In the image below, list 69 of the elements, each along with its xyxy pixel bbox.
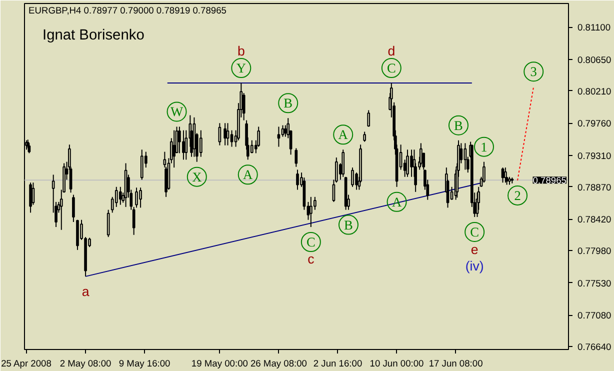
x-tick-label: 17 Jun 08:00 xyxy=(428,358,483,368)
annotation: 1 xyxy=(480,139,488,154)
candlestick xyxy=(250,140,254,154)
candlestick xyxy=(224,122,226,146)
annotation: C xyxy=(470,224,480,240)
candlestick xyxy=(314,196,316,210)
y-tick-label: 0.81100 xyxy=(578,22,611,33)
candlestick xyxy=(140,149,144,180)
ref-line-label: 0.78965 xyxy=(532,176,567,186)
candlestick xyxy=(172,130,176,168)
candlestick xyxy=(218,122,222,146)
annotation: W xyxy=(170,104,184,120)
x-tick-label: 19 May 00:00 xyxy=(191,358,248,368)
candlestick xyxy=(139,187,142,208)
candlestick xyxy=(114,186,118,208)
annotation: a xyxy=(82,284,90,299)
y-tick-label: 0.80210 xyxy=(578,86,612,96)
candlestick xyxy=(226,122,230,146)
candlestick xyxy=(310,196,312,228)
y-tick-label: 0.77080 xyxy=(578,310,612,321)
x-tick-label: 26 May 08:00 xyxy=(250,358,307,368)
y-tick-label: 0.78420 xyxy=(578,214,612,225)
candlestick xyxy=(351,167,354,188)
annotation: Ignat Borisenko xyxy=(42,28,144,44)
candlestick xyxy=(72,194,75,222)
annotation: B xyxy=(284,96,293,111)
annotation: B xyxy=(344,217,354,232)
y-tick-label: 0.77530 xyxy=(578,278,612,288)
chart-title: EURGBP,H4 0.78977 0.79000 0.78919 0.78965 xyxy=(28,6,226,16)
annotation: d xyxy=(388,44,396,59)
y-tick-label: 0.80650 xyxy=(578,54,612,65)
candlestick xyxy=(29,182,32,214)
annotation: C xyxy=(386,60,396,76)
candlestick xyxy=(482,161,486,184)
x-tick-label: 2 Jun 16:00 xyxy=(313,358,362,368)
candlestick xyxy=(199,130,202,158)
candlestick xyxy=(501,167,504,184)
annotation: (iv) xyxy=(465,258,484,274)
y-tick-label: 0.78870 xyxy=(578,182,612,192)
annotation: C xyxy=(306,234,316,250)
annotation: e xyxy=(470,242,478,257)
annotation: A xyxy=(338,127,348,142)
x-tick-label: 9 May 16:00 xyxy=(118,358,170,368)
candlestick xyxy=(367,110,370,128)
y-tick-label: 0.77980 xyxy=(578,246,612,256)
x-tick-label: 2 May 08:00 xyxy=(60,358,112,368)
candlestick xyxy=(230,130,234,148)
candlestick xyxy=(406,149,409,178)
x-tick-label: 25 Apr 2008 xyxy=(1,358,52,368)
y-tick-label: 0.76640 xyxy=(578,342,612,352)
annotation: A xyxy=(243,167,254,182)
annotation: 2 xyxy=(514,188,521,203)
annotation: 3 xyxy=(530,64,538,80)
annotation: Y xyxy=(236,60,246,76)
candlestick xyxy=(363,131,366,142)
annotation: X xyxy=(192,169,202,184)
candlestick xyxy=(277,126,280,148)
candlestick xyxy=(342,149,345,178)
annotation: c xyxy=(308,252,315,267)
candlestick xyxy=(119,186,122,206)
candlestick xyxy=(296,169,299,190)
candlestick xyxy=(178,126,181,154)
x-tick-label: 10 Jun 00:00 xyxy=(370,358,424,368)
y-tick-label: 0.79310 xyxy=(578,150,612,161)
candlestick xyxy=(294,148,298,168)
annotation: B xyxy=(454,118,464,133)
annotation: b xyxy=(237,44,245,59)
y-tick-label: 0.79760 xyxy=(578,118,612,129)
candlestick xyxy=(106,209,110,238)
